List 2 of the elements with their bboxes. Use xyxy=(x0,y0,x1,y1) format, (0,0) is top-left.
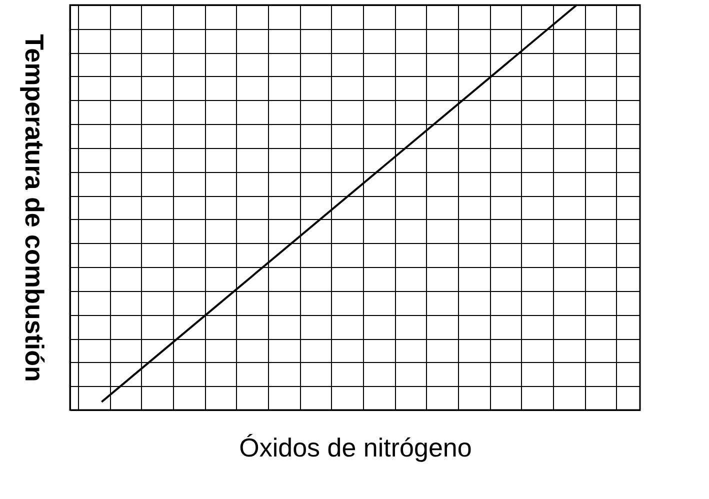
x-axis-title: Óxidos de nitrógeno xyxy=(239,432,472,462)
y-axis-title: Temperatura de combustión xyxy=(20,34,50,382)
